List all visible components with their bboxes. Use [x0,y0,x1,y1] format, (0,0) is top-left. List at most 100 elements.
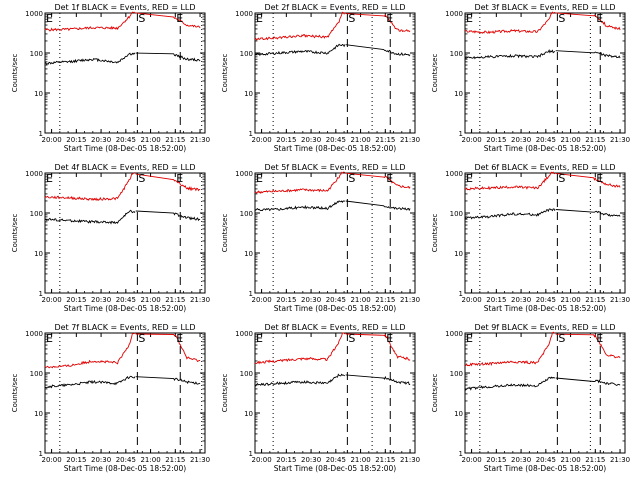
series-line-lld [464,331,555,367]
panel-9 [464,331,626,454]
y-tick-label: 1000 [235,10,253,18]
panel-1 [44,11,206,134]
y-axis-label: Counts/sec [11,374,19,413]
x-axis-label: Start Time (08-Dec-05 18:52:00) [484,144,606,153]
x-tick-label: 21:00 [560,136,580,144]
series-line-lld [44,11,136,32]
chart-title: Det 5f BLACK = Events, RED = LLD [264,163,405,172]
y-axis-label: Counts/sec [221,54,229,93]
panel-5 [254,171,416,294]
series-line-lld [555,12,621,31]
chart-title: Det 3f BLACK = Events, RED = LLD [474,3,615,12]
x-tick-label: 21:30 [400,136,420,144]
chart-title: Det 4f BLACK = Events, RED = LLD [54,163,195,172]
x-tick-label: 21:30 [610,456,630,464]
series-line-lld [135,12,201,29]
series-line-events [135,52,201,62]
interval-marker-label: S [558,12,565,25]
series-line-lld [254,332,346,365]
x-tick-label: 20:30 [301,296,321,304]
x-tick-label: 20:00 [462,456,482,464]
x-tick-label: 21:00 [560,456,580,464]
series-line-lld [254,171,346,194]
interval-marker-label: E [176,172,183,185]
series-line-lld [464,11,555,34]
interval-marker-label: E [176,12,183,25]
x-tick-label: 21:15 [375,296,395,304]
plot-frame [254,12,416,134]
interval-marker-label: E [596,332,603,345]
x-tick-label: 21:00 [140,296,160,304]
x-axis-label: Start Time (08-Dec-05 18:52:00) [484,304,606,313]
plot-frame [464,332,626,454]
x-tick-label: 21:00 [350,136,370,144]
series-line-lld [135,333,201,363]
x-tick-label: 21:30 [610,296,630,304]
x-tick-label: 21:15 [165,136,185,144]
y-tick-label: 1000 [235,330,253,338]
y-tick-label: 1000 [25,330,43,338]
x-tick-label: 20:15 [66,136,86,144]
y-tick-label: 1000 [445,330,463,338]
series-line-events [44,52,136,65]
y-axis-label: Counts/sec [11,214,19,253]
series-line-events [44,209,136,225]
x-tick-label: 20:45 [536,456,556,464]
y-tick-label: 10 [244,410,253,418]
series-line-lld [44,172,136,202]
y-tick-label: 100 [450,50,463,58]
interval-marker-label: S [558,332,565,345]
interval-marker-label: S [558,172,565,185]
interval-marker-label: E [256,172,263,185]
x-tick-label: 21:15 [375,136,395,144]
series-line-lld [555,172,621,188]
x-tick-label: 20:45 [326,456,346,464]
y-tick-label: 100 [30,50,43,58]
x-tick-label: 20:45 [116,296,136,304]
series-line-lld [345,333,411,361]
y-tick-label: 100 [450,210,463,218]
x-tick-label: 20:15 [276,296,296,304]
y-tick-label: 1 [39,450,43,458]
plot-frame [44,12,206,134]
x-tick-label: 20:00 [42,456,62,464]
plot-frame [464,12,626,134]
interval-marker-label: S [138,172,145,185]
series-line-events [555,377,621,387]
x-tick-label: 20:30 [301,456,321,464]
x-tick-label: 21:15 [585,456,605,464]
y-tick-label: 100 [240,370,253,378]
x-tick-label: 21:30 [400,296,420,304]
series-line-events [345,200,411,212]
x-tick-label: 20:00 [252,456,272,464]
series-line-events [254,373,346,387]
x-tick-label: 21:00 [350,456,370,464]
x-tick-label: 20:15 [276,136,296,144]
series-line-events [135,210,201,222]
series-line-events [135,376,201,385]
x-tick-label: 20:30 [511,456,531,464]
x-tick-label: 20:00 [42,136,62,144]
x-tick-label: 20:30 [91,456,111,464]
interval-marker-label: S [138,332,145,345]
interval-marker-label: S [138,12,145,25]
interval-marker-label: E [46,332,53,345]
x-tick-label: 20:30 [91,296,111,304]
interval-marker-label: E [256,12,263,25]
interval-marker-label: E [256,332,263,345]
x-axis-label: Start Time (08-Dec-05 18:52:00) [274,144,396,153]
series-line-events [254,200,346,212]
x-tick-label: 20:15 [66,456,86,464]
interval-marker-label: E [46,172,53,185]
x-tick-label: 20:30 [91,136,111,144]
y-tick-label: 100 [240,210,253,218]
x-tick-label: 20:00 [252,296,272,304]
series-line-events [555,209,621,217]
y-tick-label: 1 [39,290,43,298]
x-tick-label: 21:30 [190,136,210,144]
panel-8 [254,332,416,454]
y-axis-label: Counts/sec [431,214,439,253]
x-tick-label: 20:15 [486,456,506,464]
panel-7 [44,332,206,454]
y-tick-label: 10 [454,250,463,258]
